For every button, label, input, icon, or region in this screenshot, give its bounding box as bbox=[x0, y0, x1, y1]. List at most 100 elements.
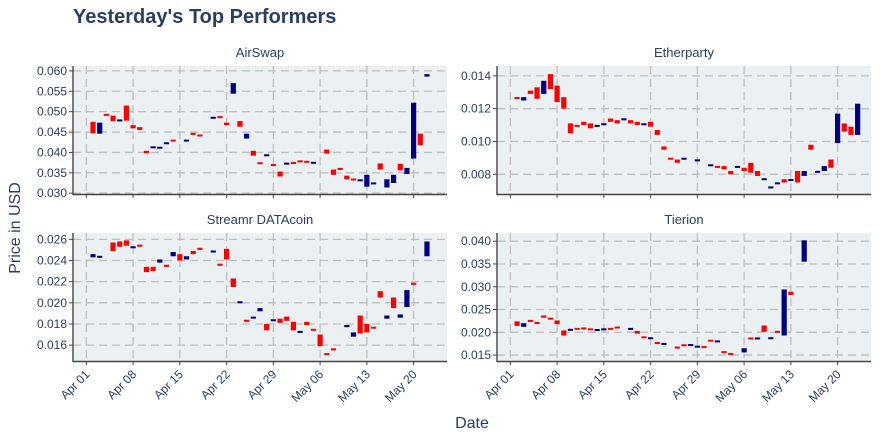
candle-2018-04-30 bbox=[277, 171, 283, 177]
x-tick-label: Apr 22 bbox=[622, 367, 657, 402]
y-tick-label: 0.020 bbox=[461, 325, 491, 339]
candle-2018-04-02 bbox=[514, 97, 520, 99]
y-tick-label: 0.018 bbox=[37, 317, 67, 331]
y-tick-label: 0.035 bbox=[37, 166, 67, 180]
candle-2018-04-04 bbox=[527, 319, 533, 322]
candle-2018-04-09 bbox=[561, 330, 567, 336]
candle-2018-04-03 bbox=[97, 122, 103, 134]
candle-2018-04-10 bbox=[567, 123, 574, 134]
candle-2018-04-12 bbox=[581, 327, 587, 330]
candle-2018-05-12 bbox=[781, 179, 787, 183]
candle-2018-05-11 bbox=[774, 330, 781, 333]
candle-2018-04-23 bbox=[654, 130, 660, 135]
candle-2018-04-30 bbox=[277, 318, 283, 323]
candle-2018-04-16 bbox=[607, 118, 614, 122]
y-tick-label: 0.010 bbox=[461, 134, 491, 148]
panel-background bbox=[73, 66, 447, 194]
y-tick-label: 0.022 bbox=[37, 275, 67, 289]
candle-2018-05-07 bbox=[324, 149, 330, 154]
candle-2018-04-17 bbox=[614, 120, 620, 124]
y-tick-label: 0.026 bbox=[37, 232, 67, 246]
candle-2018-04-29 bbox=[694, 345, 700, 348]
candle-2018-05-02 bbox=[714, 165, 720, 168]
candle-2018-04-10 bbox=[143, 150, 150, 154]
candle-2018-04-13 bbox=[163, 142, 170, 145]
candle-2018-05-11 bbox=[350, 178, 357, 181]
y-tick-label: 0.025 bbox=[461, 303, 491, 317]
x-tick-label: Apr 01 bbox=[482, 367, 517, 402]
candle-2018-04-09 bbox=[561, 97, 567, 109]
candle-2018-04-03 bbox=[521, 97, 527, 101]
candle-2018-04-05 bbox=[110, 242, 116, 251]
candle-2018-04-07 bbox=[547, 317, 554, 320]
candle-2018-04-14 bbox=[594, 329, 600, 332]
candle-2018-04-13 bbox=[587, 123, 594, 129]
candle-2018-05-03 bbox=[721, 166, 727, 170]
y-tick-label: 0.055 bbox=[37, 84, 67, 98]
y-tick-label: 0.008 bbox=[461, 167, 491, 181]
candle-2018-05-08 bbox=[330, 169, 337, 175]
candle-2018-04-22 bbox=[224, 122, 230, 126]
candle-2018-04-29 bbox=[270, 319, 276, 322]
candle-2018-05-20 bbox=[411, 282, 417, 285]
candle-2018-05-10 bbox=[344, 175, 350, 180]
candle-2018-05-22 bbox=[424, 241, 430, 257]
candle-2018-04-13 bbox=[163, 264, 170, 267]
candle-2018-04-19 bbox=[627, 120, 634, 124]
candle-2018-05-12 bbox=[357, 315, 363, 334]
candle-2018-04-28 bbox=[688, 344, 694, 347]
candle-2018-05-15 bbox=[801, 240, 807, 262]
candle-2018-04-29 bbox=[694, 159, 700, 162]
panel-0: AirSwap 0.030 0.035 0.040 0.045 0.050 0.055 0.0… bbox=[37, 45, 447, 200]
candle-2018-05-16 bbox=[384, 315, 390, 319]
x-axis-title: Date bbox=[455, 415, 489, 432]
x-tick-label: Apr 01 bbox=[58, 367, 93, 402]
candle-2018-04-06 bbox=[117, 119, 123, 122]
candle-2018-04-04 bbox=[103, 113, 109, 116]
y-tick-label: 0.035 bbox=[461, 257, 491, 271]
candle-2018-04-06 bbox=[117, 241, 123, 247]
candle-2018-05-13 bbox=[364, 323, 370, 333]
y-tick-label: 0.020 bbox=[37, 296, 67, 310]
candle-2018-05-08 bbox=[330, 348, 337, 351]
candle-2018-05-07 bbox=[748, 162, 754, 173]
candle-2018-05-03 bbox=[297, 330, 303, 333]
candle-2018-04-08 bbox=[554, 320, 560, 325]
candle-2018-04-05 bbox=[534, 321, 540, 324]
candle-2018-04-11 bbox=[150, 146, 156, 149]
candle-2018-05-05 bbox=[310, 161, 317, 164]
candle-2018-04-18 bbox=[621, 118, 627, 121]
x-tick-label: Apr 29 bbox=[669, 367, 704, 402]
candle-2018-05-06 bbox=[317, 334, 323, 347]
candle-2018-04-06 bbox=[541, 80, 547, 94]
candle-2018-04-05 bbox=[534, 87, 540, 99]
candle-2018-05-11 bbox=[350, 332, 357, 337]
y-tick-label: 0.050 bbox=[37, 105, 67, 119]
x-tick-label: May 13 bbox=[335, 367, 373, 405]
candle-2018-05-13 bbox=[788, 291, 794, 295]
x-tick-label: Apr 15 bbox=[151, 367, 186, 402]
candle-2018-05-18 bbox=[821, 166, 827, 172]
page-title: Yesterday's Top Performers bbox=[73, 6, 336, 28]
candle-2018-04-13 bbox=[587, 328, 594, 331]
candle-2018-05-01 bbox=[284, 162, 290, 165]
candle-2018-05-09 bbox=[337, 167, 343, 170]
candle-2018-04-02 bbox=[90, 254, 96, 258]
x-tick-label: May 13 bbox=[759, 367, 797, 405]
candle-2018-04-21 bbox=[217, 116, 223, 119]
candle-2018-05-01 bbox=[708, 164, 714, 167]
candle-2018-04-08 bbox=[130, 246, 136, 249]
y-tick-label: 0.030 bbox=[37, 186, 67, 200]
candle-2018-04-20 bbox=[210, 250, 216, 253]
candle-2018-04-14 bbox=[170, 252, 176, 257]
candle-2018-05-16 bbox=[808, 144, 814, 150]
candle-2018-04-19 bbox=[627, 327, 634, 330]
panel-background bbox=[73, 233, 447, 361]
candle-2018-05-01 bbox=[284, 316, 290, 321]
candle-2018-04-27 bbox=[257, 162, 263, 165]
candle-2018-04-12 bbox=[157, 146, 163, 149]
candle-2018-04-03 bbox=[97, 255, 103, 258]
candle-2018-04-24 bbox=[661, 146, 667, 150]
candle-2018-05-04 bbox=[304, 160, 310, 163]
